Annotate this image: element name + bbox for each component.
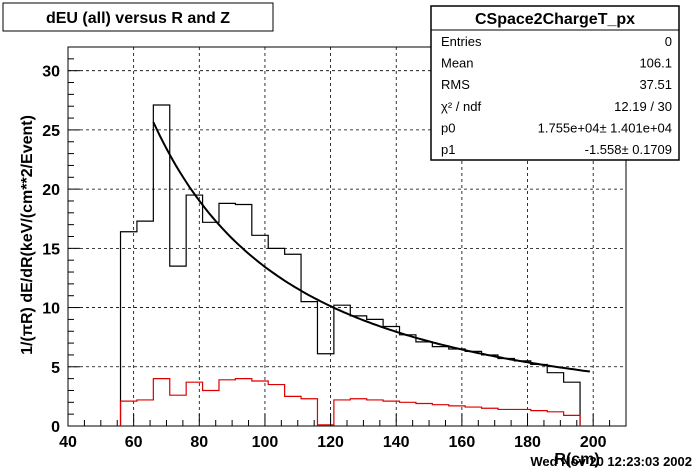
y-tick-label: 20: [42, 182, 60, 199]
x-tick-label: 180: [514, 434, 541, 451]
stats-value: 1.755e+04± 1.401e+04: [538, 121, 672, 136]
x-tick-label: 40: [59, 434, 77, 451]
stats-label: p1: [441, 142, 455, 157]
chart-title: dEU (all) versus R and Z: [46, 10, 230, 27]
x-tick-label: 120: [317, 434, 344, 451]
stats-label: p0: [441, 121, 455, 136]
x-tick-label: 200: [580, 434, 607, 451]
y-tick-label: 10: [42, 301, 60, 318]
y-tick-label: 25: [42, 123, 60, 140]
x-tick-label: 80: [190, 434, 208, 451]
x-axis-label: R(cm): [554, 451, 599, 468]
stats-value: 37.51: [639, 77, 672, 92]
histogram-red: [119, 378, 581, 426]
stats-label: RMS: [441, 77, 470, 92]
title-box: dEU (all) versus R and Z: [2, 2, 274, 32]
x-tick-label: 60: [125, 434, 143, 451]
stats-label: χ² / ndf: [441, 99, 481, 114]
x-tick-label: 140: [383, 434, 410, 451]
y-tick-label: 0: [51, 419, 60, 436]
y-tick-label: 30: [42, 64, 60, 81]
stats-value: 0: [665, 34, 672, 49]
x-tick-label: 100: [252, 434, 279, 451]
stats-label: Mean: [441, 56, 474, 71]
histograms: [119, 104, 591, 426]
stats-value: 106.1: [639, 56, 672, 71]
y-tick-label: 5: [51, 360, 60, 377]
stats-value: -1.558± 0.1709: [585, 142, 672, 157]
fit-curve: [152, 121, 591, 373]
y-axis-label: 1/(πR) dE/dR(keV/(cm**2/Event): [19, 115, 36, 355]
stats-box: CSpace2ChargeT_px Entries 0 Mean 106.1 RMS 37…: [430, 5, 680, 161]
stats-box-name: CSpace2ChargeT_px: [475, 11, 635, 28]
y-tick-label: 15: [42, 241, 60, 258]
timestamp: Wed Nov 20 12:23:03 2002: [530, 454, 692, 469]
stats-label: Entries: [441, 34, 482, 49]
x-tick-label: 160: [449, 434, 476, 451]
stats-value: 12.19 / 30: [614, 99, 672, 114]
axes: 40 60 80 100 120 140 160 180 200 0 5 10 15 20 25 30: [42, 46, 627, 451]
